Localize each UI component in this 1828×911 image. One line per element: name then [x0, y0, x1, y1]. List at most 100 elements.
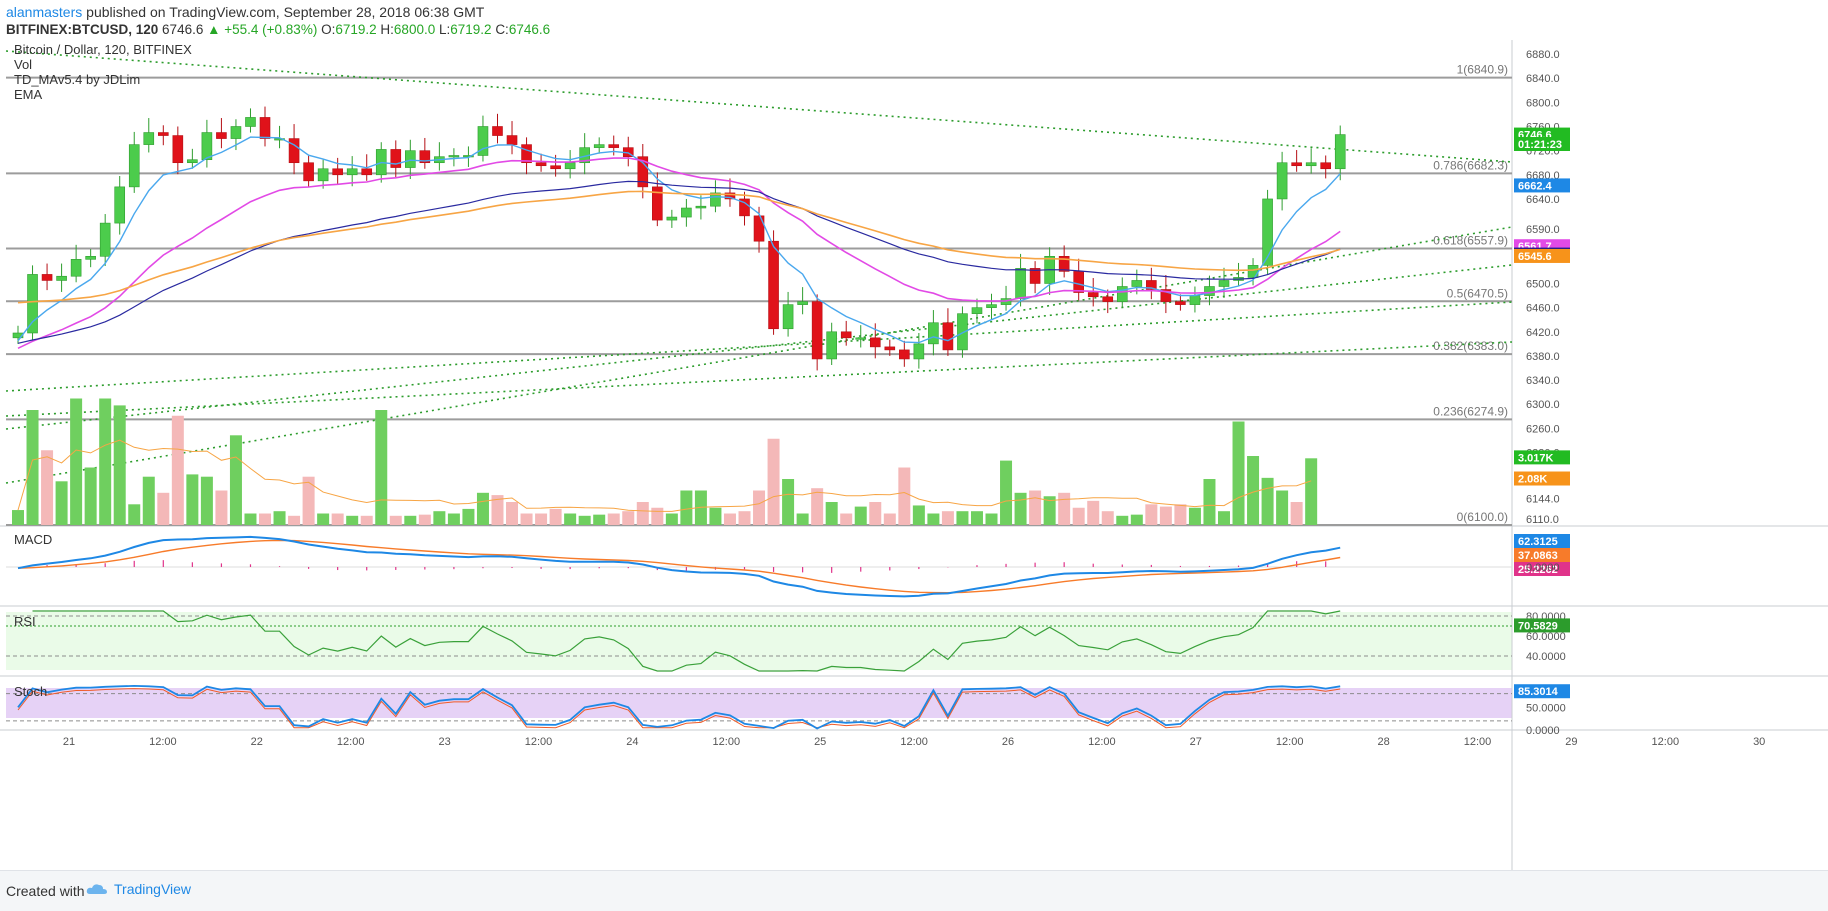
volume-bar [1247, 456, 1260, 525]
candle-body [1262, 198, 1273, 266]
volume-bar [651, 507, 664, 525]
candle-body [506, 135, 518, 145]
legend-td-ma: TD_MAv5.4 by JDLim [14, 72, 140, 87]
price-tick-label: 6300.0 [1526, 399, 1560, 411]
volume-ma-line [17, 439, 1312, 512]
price-badge-text: 01:21:23 [1518, 139, 1562, 151]
publish-info: alanmasters published on TradingView.com… [6, 4, 484, 20]
candle-body [1218, 280, 1230, 287]
volume-bar [113, 405, 126, 525]
fib-level-label: 1(6840.9) [1457, 63, 1508, 77]
candle-body [1015, 268, 1026, 299]
candle-body [492, 126, 503, 136]
candle-body [913, 343, 925, 360]
open-label: O: [321, 22, 336, 37]
price-tick-label: 6800.0 [1526, 97, 1560, 109]
macd-badge [1514, 534, 1570, 548]
volume-bar [99, 398, 112, 525]
price-tick-label: 6590.0 [1526, 224, 1560, 236]
volume-bar [956, 511, 969, 525]
candle-body [811, 301, 823, 360]
price-badge-text: 6545.6 [1518, 251, 1552, 263]
candle-body [840, 331, 852, 339]
candle-body [535, 162, 547, 167]
volume-bar [128, 504, 141, 525]
macd-badge-text: 25.2262 [1518, 564, 1558, 576]
stoch-badge [1514, 684, 1570, 699]
created-with-label: Created with [6, 883, 85, 899]
macd-signal-line [17, 539, 1341, 594]
volume-bar [840, 513, 853, 525]
rsi-badge-text: 70.5829 [1518, 620, 1558, 632]
candle-body [41, 274, 53, 281]
volume-bar [825, 502, 838, 525]
time-tick-label: 26 [1002, 736, 1014, 748]
candle-body [695, 205, 707, 209]
volume-bar [84, 467, 97, 525]
volume-bar [26, 410, 39, 525]
last-price: 6746.6 [162, 22, 204, 37]
volume-bar [1043, 496, 1056, 525]
candle-body [593, 144, 605, 148]
volume-bar [142, 476, 155, 525]
candle-body [1087, 292, 1099, 298]
candle-body [332, 168, 343, 176]
candle-body [739, 198, 750, 217]
ema-navy-line [17, 180, 1341, 344]
volume-bar [535, 513, 548, 525]
volume-bar [1058, 492, 1071, 525]
price-badge-text: 3.017K [1518, 452, 1554, 464]
price-badge [1514, 450, 1570, 465]
stoch-tick-label: 0.0000 [1526, 725, 1560, 737]
volume-bar [215, 490, 228, 525]
time-tick-label: 21 [63, 736, 75, 748]
candle-body [85, 256, 96, 260]
candle-body [666, 216, 678, 221]
candle-body [637, 156, 649, 188]
price-chart[interactable]: 1(6840.9) 0.786(6682.3) 0.618(6557.9) 0.5(6… [0, 40, 1828, 870]
candle-body [1334, 134, 1346, 170]
volume-bar [41, 450, 54, 525]
volume-bar [433, 511, 446, 525]
candle-body [230, 126, 242, 139]
price-tick-label: 6110.0 [1526, 514, 1559, 526]
volume-bar [782, 479, 795, 525]
candle-body [1160, 289, 1172, 302]
volume-bar [389, 515, 402, 525]
macd-badge [1514, 562, 1570, 576]
volume-bar [811, 488, 824, 525]
candle-body [1116, 286, 1128, 302]
author-link[interactable]: alanmasters [6, 4, 83, 20]
rsi-badge [1514, 618, 1570, 633]
stoch-label: Stoch [14, 684, 47, 699]
candle-body [1276, 162, 1288, 200]
candle-body [288, 138, 300, 164]
rsi-tick-label: 60.0000 [1526, 631, 1566, 643]
candle-body [521, 144, 532, 164]
candle-body [70, 259, 82, 277]
volume-bar [244, 513, 257, 525]
volume-bar [1276, 490, 1289, 525]
time-tick-label: 29 [1565, 736, 1577, 748]
candle-body [56, 275, 67, 281]
volume-bar [462, 508, 475, 525]
legend-symbol: Bitcoin / Dollar, 120, BITFINEX [14, 42, 192, 57]
volume-bar [520, 513, 533, 525]
close-value: 6746.6 [508, 22, 551, 37]
time-tick-label: 22 [251, 736, 263, 748]
tradingview-link[interactable]: TradingView [86, 881, 191, 897]
volume-bar [680, 490, 693, 525]
price-tick-label: 6460.0 [1526, 303, 1560, 315]
fib-level-label: 0(6100.0) [1457, 510, 1508, 524]
footer: Created with TradingView [0, 870, 1828, 911]
volume-bar [723, 513, 736, 525]
candle-body [1175, 301, 1186, 305]
volume-bar [302, 476, 315, 525]
volume-bar [927, 513, 940, 525]
candle-body [1189, 295, 1201, 305]
time-tick-label: 24 [626, 736, 638, 748]
open-value: 6719.2 [335, 22, 377, 37]
volume-bar [564, 513, 577, 525]
volume-bar [1145, 504, 1158, 525]
volume-bar [1072, 507, 1085, 525]
